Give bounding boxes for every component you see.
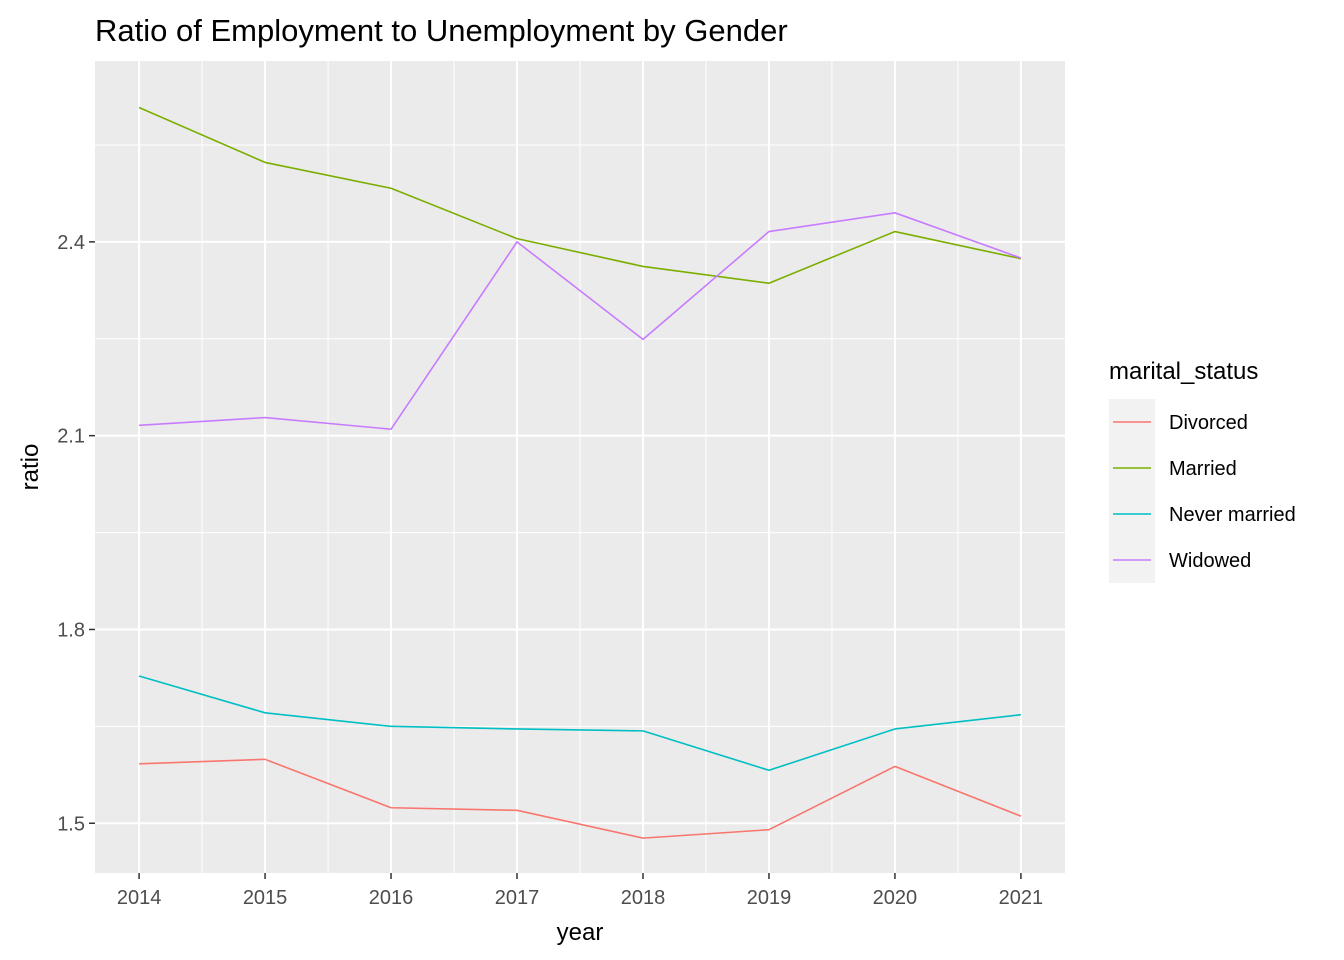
x-tick-label: 2021 [999, 887, 1044, 909]
x-tick-label: 2017 [495, 887, 540, 909]
chart-title: Ratio of Employment to Unemployment by G… [95, 13, 788, 48]
legend-item-divorced: Divorced [1109, 399, 1248, 445]
legend-item-never-married: Never married [1109, 491, 1296, 537]
legend-label: Married [1169, 458, 1237, 480]
y-tick-label: 2.1 [57, 426, 85, 448]
legend-title: marital_status [1109, 358, 1258, 385]
x-tick-label: 2019 [747, 887, 792, 909]
series-line-never-married [138, 675, 1021, 772]
y-tick-label: 1.8 [57, 619, 85, 641]
minor-gridlines [95, 61, 1065, 873]
y-tick-label: 1.5 [57, 813, 85, 835]
series-lines [138, 106, 1022, 839]
x-tick-label: 2018 [621, 887, 666, 909]
x-tick-label: 2020 [873, 887, 918, 909]
legend-label: Divorced [1169, 412, 1248, 434]
series-line-married [138, 106, 1022, 285]
x-tick-label: 2014 [117, 887, 162, 909]
legend-label: Widowed [1169, 550, 1251, 572]
y-axis: 1.5 1.8 2.1 2.4 [57, 232, 95, 835]
legend-item-married: Married [1109, 445, 1237, 491]
y-axis-title: ratio [17, 444, 44, 491]
series-line-widowed [139, 212, 1022, 431]
x-axis: 2014 2015 2016 2017 2018 2019 2020 2021 [117, 873, 1043, 909]
x-tick-label: 2015 [243, 887, 288, 909]
y-tick-label: 2.4 [57, 232, 85, 254]
legend-label: Never married [1169, 504, 1296, 526]
x-tick-label: 2016 [369, 887, 414, 909]
legend: marital_status Divorced Married Never marr… [1109, 358, 1296, 583]
series-line-divorced [139, 758, 1022, 839]
major-gridlines [95, 61, 1065, 873]
legend-item-widowed: Widowed [1109, 537, 1251, 583]
x-axis-title: year [557, 919, 604, 946]
